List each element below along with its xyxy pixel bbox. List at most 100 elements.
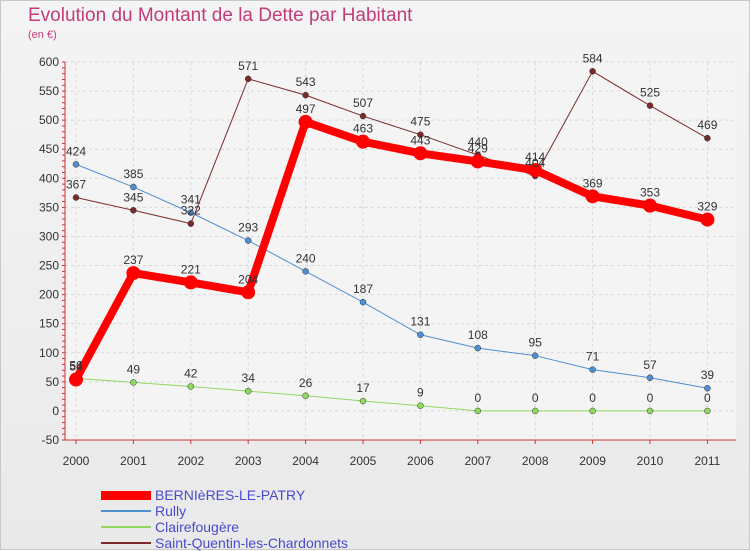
data-point (417, 131, 424, 138)
data-label: 543 (296, 75, 316, 89)
y-tick-label: 350 (39, 200, 59, 214)
data-label: 497 (296, 102, 316, 116)
y-tick-label: -50 (42, 433, 60, 447)
data-point (704, 384, 711, 392)
data-label: 95 (529, 336, 543, 350)
legend-swatch (101, 490, 151, 500)
data-point (72, 194, 80, 201)
data-label: 42 (184, 366, 198, 380)
data-point (528, 163, 543, 178)
data-point (72, 161, 80, 168)
data-point (244, 75, 252, 83)
series-line (75, 70, 708, 225)
legend-item: Saint-Quentin-les-Chardonnets (101, 535, 431, 551)
data-point (187, 209, 195, 216)
data-label: 0 (474, 391, 481, 405)
data-point (130, 207, 137, 214)
data-label: 525 (640, 86, 660, 100)
data-point (130, 379, 137, 386)
data-point (69, 372, 83, 387)
y-tick-label: 0 (52, 404, 59, 418)
data-point (589, 407, 596, 415)
legend-item: BERNIèRES-LE-PATRY (101, 487, 431, 503)
legend-item: Rully (101, 503, 431, 519)
x-tick-label: 2005 (350, 454, 377, 468)
data-point (470, 154, 485, 169)
data-point (241, 285, 256, 300)
data-point (585, 189, 600, 204)
data-point (359, 397, 367, 405)
data-label: 293 (238, 221, 258, 235)
data-label: 322 (181, 204, 201, 218)
legend-swatch (101, 510, 151, 512)
x-tick-label: 2007 (464, 454, 491, 468)
data-point (417, 331, 424, 338)
data-label: 9 (417, 386, 424, 400)
legend-label: Clairefougère (155, 519, 240, 535)
x-tick-label: 2010 (637, 454, 664, 468)
x-tick-label: 2001 (120, 454, 147, 468)
plot-area (65, 62, 736, 440)
data-label: 54 (69, 360, 83, 374)
y-tick-label: 400 (39, 171, 59, 185)
data-point (187, 220, 195, 227)
x-tick-label: 2004 (292, 454, 319, 468)
data-point (646, 407, 654, 415)
data-label: 463 (353, 122, 373, 136)
data-label: 204 (238, 272, 258, 286)
data-label: 17 (356, 381, 370, 395)
data-point (244, 387, 252, 395)
data-label: 424 (66, 144, 86, 158)
data-point (244, 237, 252, 244)
data-label: 237 (123, 253, 143, 267)
data-point (302, 392, 309, 400)
series-line (75, 377, 708, 412)
x-tick-label: 2008 (522, 454, 549, 468)
data-point (302, 268, 309, 275)
data-point (417, 402, 424, 409)
data-point (700, 212, 715, 227)
legend-label: Saint-Quentin-les-Chardonnets (155, 535, 348, 551)
data-label: 26 (299, 376, 313, 390)
legend-swatch (101, 526, 151, 528)
data-point (183, 275, 198, 290)
data-label: 443 (410, 133, 430, 147)
x-tick-label: 2009 (579, 454, 606, 468)
data-label: 571 (238, 59, 258, 73)
data-point (298, 114, 313, 129)
data-label: 0 (647, 391, 654, 405)
x-tick-label: 2006 (407, 454, 434, 468)
data-label: 341 (181, 193, 201, 207)
data-label: 429 (468, 141, 488, 155)
legend-swatch (101, 542, 151, 544)
y-tick-label: 300 (39, 229, 59, 243)
chart-legend: BERNIèRES-LE-PATRY Rully Clairefougère Sain… (101, 487, 431, 551)
data-point (531, 352, 539, 359)
legend-item: Clairefougère (101, 519, 431, 535)
data-point (130, 183, 137, 191)
data-point (356, 134, 370, 149)
data-label: 71 (586, 350, 600, 364)
data-point (589, 68, 596, 75)
y-tick-label: 500 (39, 113, 59, 127)
y-tick-label: 250 (39, 259, 59, 273)
data-point (126, 266, 141, 281)
data-label: 404 (525, 156, 545, 170)
data-label: 507 (353, 96, 373, 110)
y-tick-label: 450 (39, 142, 59, 156)
series-line (75, 163, 708, 389)
data-label: 584 (583, 51, 603, 65)
x-tick-label: 2000 (63, 454, 90, 468)
data-label: 56 (69, 358, 83, 372)
legend-label: Rully (155, 503, 187, 519)
data-point (474, 344, 482, 352)
y-tick-label: 600 (39, 55, 59, 69)
data-point (704, 407, 711, 415)
data-point (589, 366, 596, 373)
data-label: 108 (468, 328, 488, 342)
data-point (646, 374, 654, 382)
data-point (643, 198, 657, 213)
y-tick-label: 550 (39, 84, 59, 98)
data-label: 187 (353, 282, 373, 296)
chart-unit-label: (en €) (28, 29, 57, 41)
